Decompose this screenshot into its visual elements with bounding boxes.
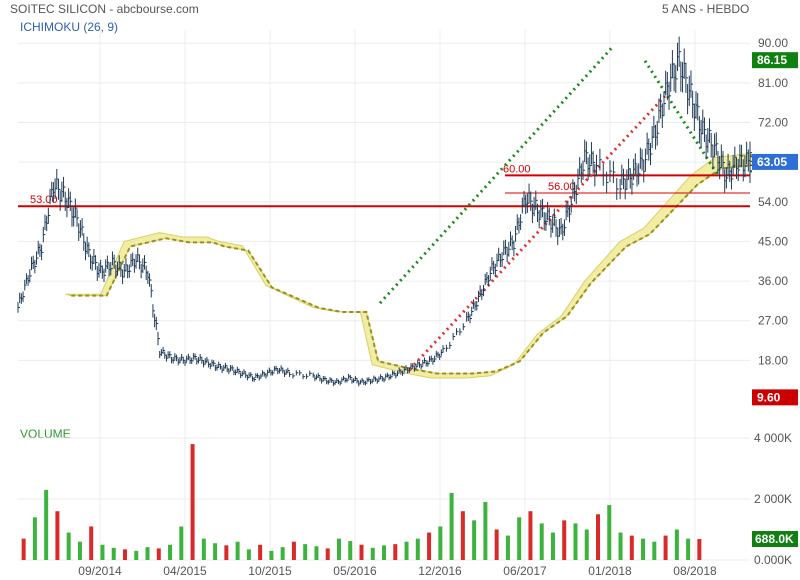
kijun-line (71, 163, 757, 375)
volume-bar (607, 505, 612, 560)
volume-bar (258, 544, 263, 560)
level-label: 53.00 (30, 194, 58, 206)
y-tick-label: 81.00 (758, 76, 788, 90)
price-tag-label: 63.05 (757, 155, 787, 169)
volume-bar (562, 520, 567, 560)
ichimoku-cloud (65, 152, 757, 379)
volume-bar (325, 548, 330, 560)
x-tick-label: 06/2017 (503, 564, 547, 578)
volume-bar (314, 546, 319, 560)
y-tick-label: 54.00 (758, 195, 788, 209)
volume-bar (44, 489, 49, 560)
trend-down-line (643, 60, 720, 177)
volume-bar (145, 547, 150, 560)
x-tick-label: 04/2015 (163, 564, 207, 578)
volume-tick-label: 2 000K (754, 492, 792, 506)
volume-bar (190, 444, 195, 560)
price-tag-label: 9.60 (757, 390, 781, 404)
volume-bar (427, 532, 432, 560)
volume-bar (483, 502, 488, 560)
volume-bar (652, 541, 657, 560)
volume-tick-label: 0.000K (754, 553, 792, 567)
volume-bar (224, 545, 229, 560)
volume-bar (235, 541, 240, 560)
volume-bar (382, 545, 387, 560)
volume-bar (438, 526, 443, 560)
volume-bar (269, 550, 274, 560)
chart-period: 5 ANS - HEBDO (662, 2, 750, 16)
y-tick-label: 45.00 (758, 234, 788, 248)
volume-bar (641, 538, 646, 560)
volume-bar (674, 529, 679, 560)
price-tag-bg (752, 389, 798, 406)
x-tick-label: 08/2018 (673, 564, 717, 578)
price-tag-label: 86.15 (757, 53, 787, 67)
level-label: 56.00 (548, 181, 576, 193)
volume-bar (122, 549, 127, 560)
volume-bar (134, 550, 139, 560)
volume-bar (359, 544, 364, 560)
volume-bar (415, 538, 420, 560)
chart-title: SOITEC SILICON - abcbourse.com (10, 2, 199, 16)
x-tick-label: 05/2016 (333, 564, 377, 578)
volume-bar (393, 544, 398, 560)
volume-bar (539, 523, 544, 560)
price-tag-bg (752, 52, 798, 69)
y-tick-label: 36.00 (758, 274, 788, 288)
volume-bar (111, 547, 116, 560)
volume-bar (573, 523, 578, 560)
y-tick-label: 90.00 (758, 36, 788, 50)
volume-bar (77, 541, 82, 560)
volume-bar (697, 539, 702, 560)
volume-bar (505, 535, 510, 560)
volume-bar (686, 538, 691, 560)
indicator-label: ICHIMOKU (26, 9) (20, 20, 119, 34)
volume-bar (55, 511, 60, 560)
volume-bar (370, 547, 375, 560)
volume-tag-label: 688.0K (755, 532, 794, 546)
volume-bar (336, 538, 341, 560)
volume-bar (280, 547, 285, 560)
volume-bar (100, 544, 105, 560)
volume-bar (517, 517, 522, 560)
volume-bar (494, 529, 499, 560)
volume-bar (663, 535, 668, 560)
y-tick-label: 27.00 (758, 314, 788, 328)
volume-bar (404, 541, 409, 560)
volume-bar (449, 492, 454, 560)
volume-bar (291, 541, 296, 560)
volume-bar (246, 549, 251, 560)
volume-bar (629, 535, 634, 560)
volume-tick-label: 4 000K (754, 431, 792, 445)
volume-bar (472, 520, 477, 560)
price-tag-bg (752, 153, 798, 170)
trend-channel-lower (408, 95, 667, 371)
volume-bar (460, 511, 465, 560)
volume-bar (201, 538, 206, 560)
volume-bar (528, 511, 533, 560)
volume-bar (550, 532, 555, 560)
volume-tag-bg (752, 531, 798, 548)
volume-bar (156, 548, 161, 560)
volume-bar (168, 544, 173, 560)
y-tick-label: 72.00 (758, 116, 788, 130)
volume-bar (348, 541, 353, 560)
volume-bar (596, 514, 601, 560)
level-label: 60.00 (503, 163, 531, 175)
x-tick-label: 12/2016 (418, 564, 462, 578)
volume-bar (303, 544, 308, 560)
x-tick-label: 09/2014 (78, 564, 122, 578)
volume-bar (179, 526, 184, 560)
volume-bar (66, 532, 71, 560)
volume-bar (32, 517, 37, 560)
volume-bar (89, 526, 94, 560)
y-tick-label: 18.00 (758, 353, 788, 367)
x-tick-label: 10/2015 (248, 564, 292, 578)
volume-bar (21, 538, 26, 560)
volume-bar (618, 532, 623, 560)
x-tick-label: 01/2018 (588, 564, 632, 578)
volume-bar (213, 543, 218, 560)
volume-bar (584, 529, 589, 560)
